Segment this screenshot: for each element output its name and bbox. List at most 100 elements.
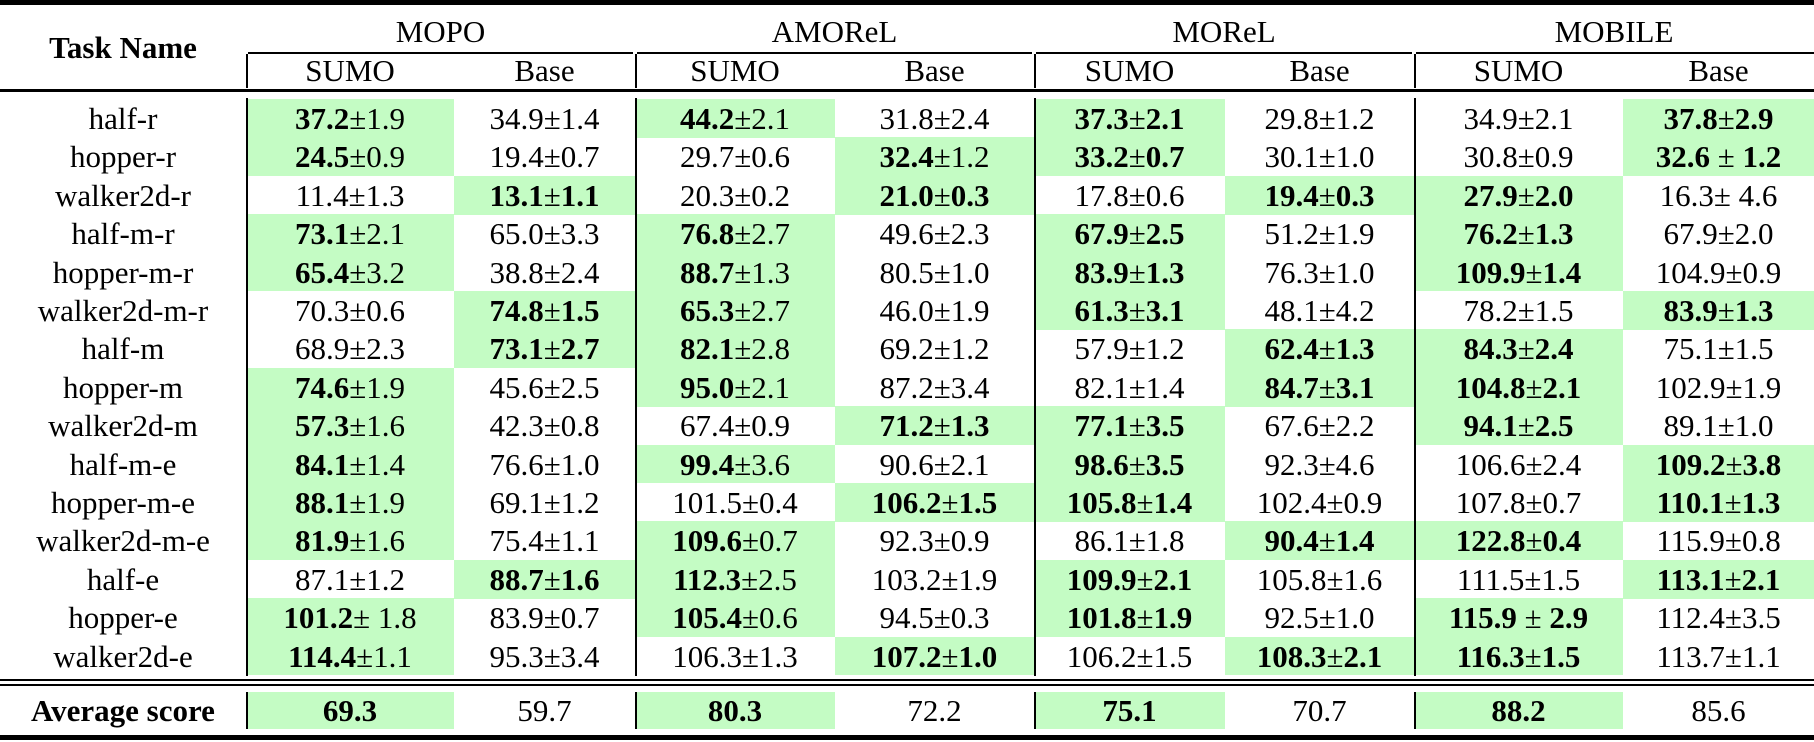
score-mean: 90.4 [1264, 523, 1319, 559]
average-rule-lower [0, 684, 1814, 686]
task-name: hopper-m-r [52, 254, 194, 290]
score-mean: 19.4 [489, 139, 544, 175]
score-mean: 90.6 [879, 446, 934, 482]
plus-minus: ± [356, 638, 374, 674]
score-mean: 75.1 [1663, 331, 1718, 367]
score-cell: 84.7 ±3.1 [1225, 367, 1414, 407]
score-std: 0.6 [366, 292, 405, 328]
score-mean: 76.6 [489, 446, 544, 482]
score-mean: 62.4 [1264, 331, 1319, 367]
score-cell: 61.3 ±3.1 [1034, 291, 1225, 330]
plus-minus: ± [348, 177, 366, 213]
score-cell: 107.8 ±0.7 [1414, 483, 1623, 522]
score-mean: 95.3 [489, 638, 544, 674]
score-std: 0.9 [950, 523, 990, 559]
score-mean: 109.9 [1455, 254, 1526, 290]
task-name: walker2d-m-r [37, 292, 209, 328]
score-std: 3.6 [751, 446, 790, 482]
score-mean: 68.9 [294, 331, 350, 367]
score-cell: 37.8 ±2.9 [1623, 99, 1814, 138]
score-std: 4.6 [1738, 177, 1778, 213]
score-std: 2.4 [950, 100, 990, 136]
score-mean: 44.2 [679, 100, 735, 136]
score-cell: 74.8 ±1.5 [454, 291, 635, 330]
score-cell: 83.9 ±0.7 [454, 598, 635, 637]
score-cell: 42.3 ±0.8 [454, 406, 635, 445]
plus-minus: ± [349, 100, 367, 136]
plus-minus: ± [734, 100, 752, 136]
plus-minus: ± [1128, 331, 1146, 367]
score-cell: 48.1 ±4.2 [1225, 291, 1414, 330]
score-mean: 103.2 [871, 561, 942, 597]
score-cell: 109.9 ±1.4 [1414, 252, 1623, 292]
score-mean: 70.3 [294, 292, 350, 328]
column-divider [1414, 692, 1416, 729]
plus-minus: ± [543, 484, 561, 520]
score-std: 2.5 [560, 369, 600, 405]
plus-minus: ± [1128, 523, 1146, 559]
score-cell: 30.8 ±0.9 [1414, 137, 1623, 176]
table-row: half-e 87.1 ±1.2 88.7 ±1.6 112.3 ±2.5 103.2 ±1.9… [0, 559, 1814, 599]
score-std: 0.3 [1335, 177, 1375, 213]
score-cell: 44.2 ±2.1 [635, 99, 835, 138]
score-mean: 61.3 [1074, 292, 1129, 328]
plus-minus: ± [1517, 139, 1535, 175]
score-mean: 111.5 [1456, 561, 1525, 597]
score-std: 1.6 [560, 561, 600, 597]
plus-minus: ± [1717, 216, 1735, 252]
plus-minus: ± [734, 331, 752, 367]
plus-minus: ± [349, 139, 367, 175]
score-std: 2.7 [560, 331, 600, 367]
score-cell: 95.3 ±3.4 [454, 637, 635, 676]
score-std: 1.9 [1335, 216, 1375, 252]
score-mean: 82.1 [679, 331, 735, 367]
score-mean: 84.1 [294, 446, 350, 482]
score-cell: 29.8 ±1.2 [1225, 99, 1414, 138]
plus-minus: ± [349, 331, 367, 367]
score-std: 1.3 [1534, 216, 1574, 252]
table-row: walker2d-m 57.3 ±1.6 42.3 ±0.8 67.4 ±0.9 71.2 ±1… [0, 406, 1814, 446]
plus-minus: ± [543, 139, 561, 175]
score-mean: 105.8 [1066, 484, 1137, 520]
score-std: 3.4 [560, 638, 600, 674]
score-std: 3.5 [1741, 600, 1781, 636]
score-std: 4.2 [1335, 292, 1375, 328]
plus-minus: ± [933, 177, 951, 213]
subcolumn-header: SUMO [305, 53, 395, 88]
score-cell: 77.1 ±3.5 [1034, 406, 1225, 446]
score-cell: 34.9 ±1.4 [454, 99, 635, 138]
plus-minus: ± [1517, 408, 1535, 444]
plus-minus: ± [741, 638, 759, 674]
score-std: 1.2 [950, 139, 990, 175]
score-mean: 69.1 [489, 484, 544, 520]
score-std: 2.5 [1534, 408, 1574, 444]
score-mean: 37.2 [294, 100, 350, 136]
score-std: 0.9 [751, 408, 790, 444]
plus-minus: ± [933, 369, 951, 405]
score-std: 2.0 [1534, 177, 1574, 213]
score-mean: 74.8 [489, 292, 544, 328]
score-std: 1.1 [560, 177, 600, 213]
plus-minus: ± [734, 177, 752, 213]
score-std: 2.1 [366, 216, 405, 252]
table-row: half-m-r 73.1 ±2.1 65.0 ±3.3 76.8 ±2.7 49.6 ±2.3… [0, 214, 1814, 254]
plus-minus: ± [1525, 446, 1543, 482]
score-cell: 82.1 ±2.8 [635, 329, 835, 369]
score-cell: 73.1 ±2.7 [454, 329, 635, 369]
score-mean: 42.3 [489, 408, 544, 444]
score-mean: 51.2 [1264, 216, 1319, 252]
score-mean: 34.9 [489, 100, 544, 136]
score-cell: 83.9 ±1.3 [1623, 291, 1814, 330]
score-mean: 76.2 [1463, 216, 1518, 252]
column-divider [635, 98, 637, 676]
score-mean: 107.2 [871, 638, 942, 674]
score-mean: 101.8 [1066, 600, 1137, 636]
score-std: 2.7 [751, 216, 790, 252]
plus-minus: ± [1326, 561, 1344, 597]
score-mean: 69.2 [879, 331, 934, 367]
plus-minus: ± [1128, 292, 1146, 328]
score-cell: 27.9 ±2.0 [1414, 175, 1623, 215]
score-cell: 82.1 ±1.4 [1034, 368, 1225, 407]
subcolumn-header: SUMO [1473, 53, 1564, 88]
score-mean: 101.5 [672, 484, 742, 520]
